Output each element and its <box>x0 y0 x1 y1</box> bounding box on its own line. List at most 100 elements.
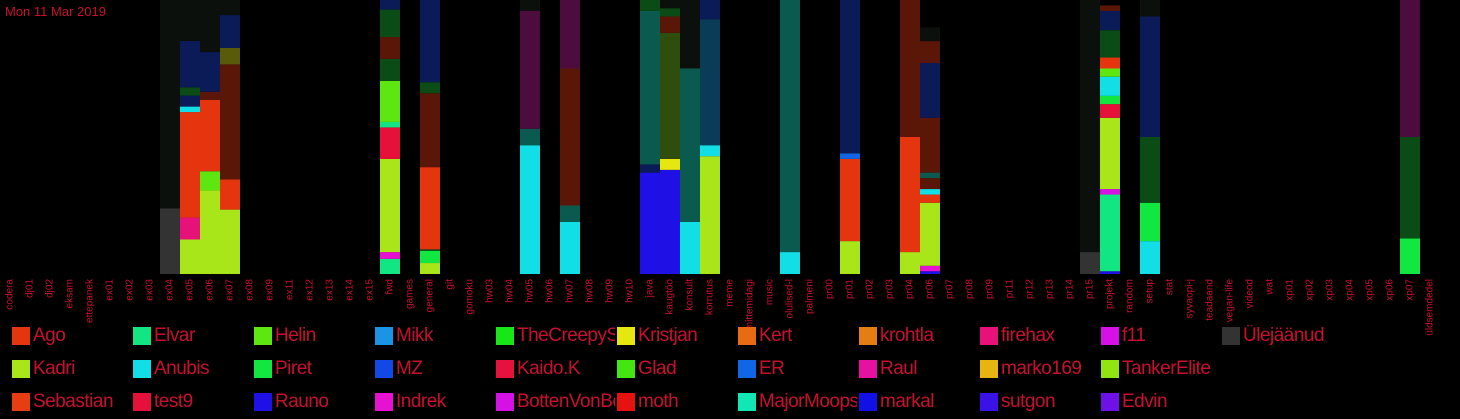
legend-swatch <box>12 393 30 411</box>
bar-segment-ex05-4 <box>180 95 200 107</box>
legend-item-3: Mikk <box>375 325 433 347</box>
legend-item-15: Kaido.K <box>496 358 580 380</box>
x-tick-label-55: projekt <box>1105 279 1116 309</box>
x-tick-label-37: mittemidagi <box>745 279 756 330</box>
bar-segment-xp07-1 <box>1400 137 1420 239</box>
bar-segment-ex07-0 <box>220 209 240 274</box>
bar-segment-xp07-0 <box>1400 238 1420 274</box>
bar-segment-fwd-4 <box>380 121 400 128</box>
x-tick-label-10: ex06 <box>205 279 216 301</box>
bar-segment-ex07-5 <box>220 0 240 16</box>
legend-item-11: Kadri <box>12 358 75 380</box>
x-tick-label-0: codera <box>5 279 16 310</box>
legend-item-30: Edvin <box>1101 391 1167 413</box>
legend-label: moth <box>638 391 679 412</box>
bar-segment-hw07-2 <box>560 68 580 206</box>
bar-segment-hw05-3 <box>520 0 540 11</box>
bar-segment-fwd-7 <box>380 36 400 59</box>
bar-segment-pr06-4 <box>920 189 940 195</box>
bar-segment-projekt-4 <box>1100 104 1120 118</box>
x-tick-label-9: ex05 <box>185 279 196 301</box>
bar-segment-kaugtöö-3 <box>660 16 680 33</box>
x-tick-label-71: üldsemdedel <box>1425 279 1436 336</box>
x-tick-label-17: ex14 <box>345 279 356 301</box>
bar-segment-ex05-7 <box>180 0 200 41</box>
bar-segment-korrutus-2 <box>700 19 720 146</box>
legend-label: Kristjan <box>638 325 698 346</box>
x-tick-label-6: ex02 <box>125 279 136 301</box>
legend-swatch <box>738 327 756 345</box>
legend-label: Rauno <box>275 391 329 412</box>
bar-segment-pr04-0 <box>900 252 920 274</box>
bar-segment-general-5 <box>420 82 440 94</box>
legend-swatch <box>1101 393 1119 411</box>
legend-item-24: Indrek <box>375 391 446 413</box>
legend-label: MajorMoopsy <box>759 391 857 412</box>
x-tick-label-51: pr12 <box>1025 279 1036 299</box>
legend-item-16: Glad <box>617 358 676 380</box>
legend-item-28: markal <box>859 391 934 413</box>
legend-label: Raul <box>880 358 918 379</box>
legend-swatch <box>375 360 393 378</box>
bar-segment-kaugtöö-1 <box>660 158 680 170</box>
bar-segment-setup-3 <box>1140 16 1160 137</box>
bar-segment-ex04-1 <box>160 0 180 209</box>
legend-item-7: krohtla <box>859 325 934 347</box>
legend-item-4: TheCreepySh <box>496 325 615 347</box>
bar-segment-pr06-8 <box>920 63 940 118</box>
bar-segment-projekt-0 <box>1100 271 1120 274</box>
legend-item-19: marko169 <box>980 358 1082 380</box>
legend-label: Anubis <box>154 358 210 379</box>
legend-swatch <box>12 327 30 345</box>
bar-segment-hw07-0 <box>560 221 580 274</box>
x-tick-label-11: ex07 <box>225 279 236 301</box>
bar-segment-kaugtöö-2 <box>660 32 680 159</box>
bar-segment-hw05-1 <box>520 128 540 146</box>
bar-segment-konsult-2 <box>680 0 700 69</box>
bar-segment-pr04-2 <box>900 0 920 137</box>
legend-swatch <box>1222 327 1240 345</box>
x-tick-label-30: hw09 <box>605 279 616 303</box>
bar-segment-projekt-8 <box>1100 57 1120 69</box>
x-tick-label-45: pr04 <box>905 279 916 299</box>
bar-segment-ex05-0 <box>180 239 200 274</box>
bar-segment-ex06-2 <box>200 100 220 172</box>
x-tick-label-46: pr06 <box>925 279 936 299</box>
legend-label: Edvin <box>1122 391 1168 412</box>
x-tick-label-3: eksam <box>65 279 76 308</box>
x-tick-label-27: hw06 <box>545 279 556 303</box>
bar-segment-pr06-3 <box>920 194 940 203</box>
bar-segment-pr04-1 <box>900 137 920 253</box>
legend-label: Kert <box>759 325 792 346</box>
legend-swatch <box>617 360 635 378</box>
legend-label: MZ <box>396 358 423 379</box>
bar-segment-ex07-3 <box>220 47 240 65</box>
legend-label: Ago <box>33 325 66 346</box>
legend-swatch <box>12 360 30 378</box>
x-tick-label-36: meme <box>725 279 736 307</box>
bar-segment-projekt-3 <box>1100 117 1120 190</box>
x-tick-label-12: ex08 <box>245 279 256 301</box>
bar-segment-ex07-2 <box>220 64 240 180</box>
legend-swatch <box>496 393 514 411</box>
bar-segment-pr01-1 <box>840 158 860 242</box>
bar-segment-java-1 <box>640 164 660 173</box>
x-tick-label-49: pr09 <box>985 279 996 299</box>
bar-segment-fwd-1 <box>380 252 400 259</box>
x-tick-label-15: ex12 <box>305 279 316 301</box>
x-tick-label-20: games <box>405 279 416 309</box>
x-tick-label-60: teadaand <box>1205 279 1216 321</box>
legend-item-26: moth <box>617 391 678 413</box>
bar-segment-kaugtöö-5 <box>660 0 680 9</box>
x-tick-label-24: hw03 <box>485 279 496 303</box>
legend-label: sutgon <box>1001 391 1056 412</box>
bar-segment-projekt-9 <box>1100 30 1120 58</box>
bar-segment-ex05-6 <box>180 40 200 88</box>
bar-segment-projekt-6 <box>1100 76 1120 96</box>
bar-segment-konsult-0 <box>680 221 700 274</box>
legend-label: Glad <box>638 358 677 379</box>
bar-segment-ex05-2 <box>180 112 200 218</box>
legend-item-17: ER <box>738 358 784 380</box>
x-tick-label-4: ettepanek <box>85 278 96 323</box>
